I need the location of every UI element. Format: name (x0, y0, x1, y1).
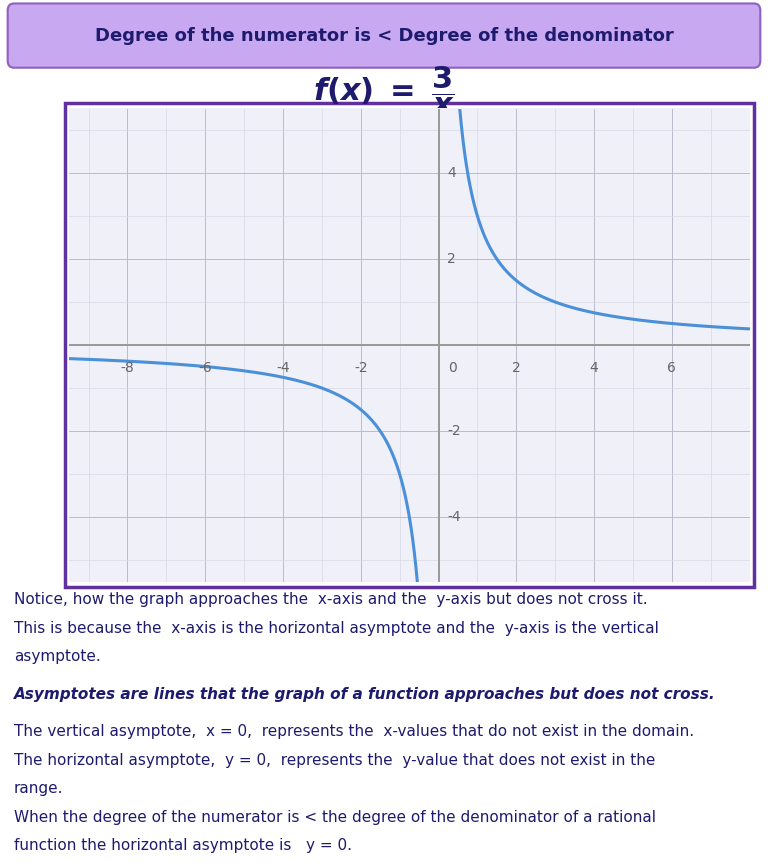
Text: -4: -4 (276, 361, 290, 375)
Text: range.: range. (14, 781, 63, 796)
Text: Degree of the numerator is < Degree of the denominator: Degree of the numerator is < Degree of t… (94, 27, 674, 44)
Text: 0: 0 (449, 361, 457, 375)
Text: When the degree of the numerator is < the degree of the denominator of a rationa: When the degree of the numerator is < th… (14, 810, 656, 825)
Text: This is because the  x-axis is the horizontal asymptote and the  y-axis is the v: This is because the x-axis is the horizo… (14, 621, 659, 635)
Text: -6: -6 (198, 361, 212, 375)
Text: 2: 2 (512, 361, 521, 375)
Text: -2: -2 (354, 361, 368, 375)
Text: -8: -8 (121, 361, 134, 375)
Text: Notice, how the graph approaches the  x-axis and the  y-axis but does not cross : Notice, how the graph approaches the x-a… (14, 592, 647, 607)
Text: -4: -4 (447, 510, 461, 524)
Text: -2: -2 (447, 424, 461, 438)
Text: The horizontal asymptote,  y = 0,  represents the  y-value that does not exist i: The horizontal asymptote, y = 0, represe… (14, 753, 655, 767)
Bar (65, 103, 754, 587)
Text: The vertical asymptote,  x = 0,  represents the  x-values that do not exist in t: The vertical asymptote, x = 0, represent… (14, 724, 694, 739)
Text: 2: 2 (447, 252, 456, 266)
Text: Asymptotes are lines that the graph of a function approaches but does not cross.: Asymptotes are lines that the graph of a… (14, 687, 716, 701)
Text: $\boldsymbol{f(x)}\ \boldsymbol{=}\ \dfrac{\boldsymbol{3}}{\boldsymbol{x}}$: $\boldsymbol{f(x)}\ \boldsymbol{=}\ \dfr… (313, 64, 455, 116)
Text: function the horizontal asymptote is   y = 0.: function the horizontal asymptote is y =… (14, 838, 352, 853)
Text: 6: 6 (667, 361, 677, 375)
Text: asymptote.: asymptote. (14, 649, 101, 664)
Text: 4: 4 (447, 166, 456, 180)
FancyBboxPatch shape (8, 3, 760, 68)
Text: 4: 4 (590, 361, 598, 375)
